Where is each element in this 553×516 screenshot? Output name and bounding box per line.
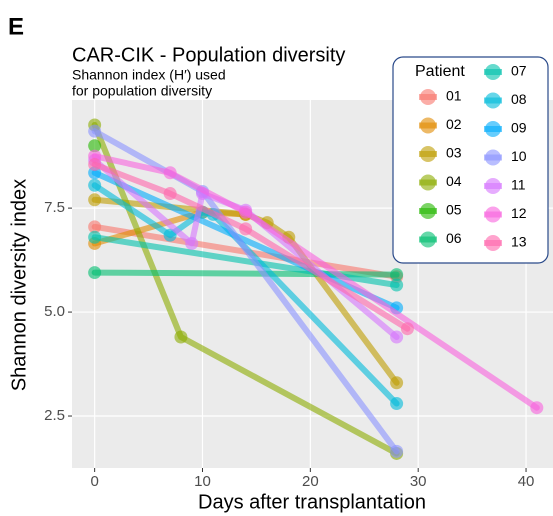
data-point bbox=[390, 376, 404, 390]
legend-label: 13 bbox=[511, 234, 527, 250]
legend-key bbox=[485, 121, 501, 137]
data-point bbox=[390, 444, 404, 458]
y-tick-label: 5.0 bbox=[44, 303, 65, 320]
legend-key bbox=[485, 92, 501, 109]
legend-label: 06 bbox=[446, 230, 462, 246]
data-point bbox=[185, 236, 199, 250]
x-tick-label: 20 bbox=[302, 473, 319, 490]
data-point bbox=[88, 230, 102, 244]
legend-key bbox=[485, 149, 501, 166]
chart-subtitle: for population diversity bbox=[72, 83, 212, 99]
data-point bbox=[163, 187, 177, 201]
legend-label: 09 bbox=[511, 120, 527, 136]
data-point bbox=[88, 220, 102, 234]
legend-label: 05 bbox=[446, 202, 462, 218]
series-line bbox=[91, 161, 411, 332]
data-point bbox=[88, 193, 102, 207]
legend-key bbox=[485, 206, 501, 223]
x-axis-label: Days after transplantation bbox=[198, 491, 426, 513]
data-point bbox=[88, 178, 102, 192]
x-tick-label: 30 bbox=[410, 473, 427, 490]
data-point bbox=[400, 322, 414, 336]
data-point bbox=[239, 222, 253, 236]
chart-title: CAR-CIK - Population diversity bbox=[72, 44, 345, 66]
series-line bbox=[91, 269, 400, 278]
data-point bbox=[390, 397, 404, 411]
data-point bbox=[88, 266, 102, 280]
legend-key bbox=[420, 231, 436, 248]
series-line bbox=[91, 153, 540, 411]
legend-title: Patient bbox=[415, 63, 465, 80]
data-point bbox=[530, 401, 544, 415]
data-point bbox=[390, 330, 404, 344]
data-point bbox=[88, 139, 102, 153]
y-axis-label: Shannon diversity index bbox=[8, 179, 30, 391]
legend-label: 03 bbox=[446, 145, 462, 161]
y-tick-label: 2.5 bbox=[44, 407, 65, 424]
legend-label: 07 bbox=[511, 63, 527, 79]
legend-key bbox=[420, 203, 436, 219]
x-tick-label: 40 bbox=[518, 473, 535, 490]
legend-label: 11 bbox=[511, 177, 526, 193]
data-point bbox=[390, 268, 404, 282]
data-point bbox=[163, 166, 177, 180]
chart-subtitle: Shannon index (H′) used bbox=[72, 67, 226, 83]
legend-key bbox=[485, 64, 501, 80]
legend-label: 04 bbox=[446, 173, 462, 189]
x-tick-label: 0 bbox=[90, 473, 98, 490]
legend-label: 10 bbox=[511, 148, 527, 164]
series-line bbox=[91, 169, 400, 311]
legend-key bbox=[420, 89, 436, 105]
legend-key bbox=[420, 174, 436, 191]
legend-key bbox=[485, 235, 501, 251]
y-tick-label: 7.5 bbox=[44, 199, 65, 216]
data-point bbox=[88, 157, 102, 171]
legend-key bbox=[420, 146, 436, 162]
legend-key bbox=[485, 178, 501, 194]
data-point bbox=[174, 330, 188, 344]
data-point bbox=[163, 228, 177, 242]
data-point bbox=[390, 278, 404, 292]
legend-key bbox=[420, 117, 436, 134]
legend-label: 08 bbox=[511, 91, 527, 107]
legend-label: 01 bbox=[446, 88, 462, 104]
data-point bbox=[88, 124, 102, 138]
legend-label: 12 bbox=[511, 205, 527, 221]
x-tick-label: 10 bbox=[194, 473, 211, 490]
data-point bbox=[239, 205, 253, 219]
legend-label: 02 bbox=[446, 116, 462, 132]
panel-label: E bbox=[8, 13, 24, 40]
